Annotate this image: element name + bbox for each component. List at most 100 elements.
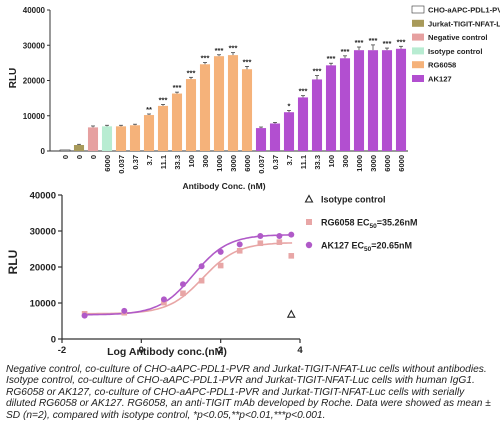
bar-legend-swatch (412, 61, 424, 69)
bar: *** (241, 57, 253, 151)
dose-point (198, 277, 205, 284)
bar-legend-swatch (412, 19, 424, 27)
dose-point (288, 231, 295, 238)
bar-y-tick-label: 10000 (23, 112, 46, 121)
dose-legend-marker (306, 219, 312, 225)
dose-point (286, 309, 296, 318)
bar-marks: ***************** ********************** *… (59, 36, 407, 152)
dose-fit-curve (83, 242, 293, 315)
bar-x-tick-label: 33.3 (173, 155, 182, 170)
bar-legend-item: Negative control (412, 33, 488, 42)
bar-legend-label: Isotype control (428, 47, 482, 56)
significance-label: * (288, 101, 291, 110)
bar: ** (143, 105, 155, 151)
bar-legend-label: CHO-aAPC-PDL1-PVR (428, 6, 500, 15)
bar-y-axis-label: RLU (8, 68, 19, 89)
significance-label: *** (355, 38, 364, 47)
bar: *** (367, 36, 379, 152)
bar-x-tick-label: 6000 (397, 155, 406, 172)
bar (255, 126, 267, 151)
bar-rect (241, 69, 253, 151)
bar (129, 123, 141, 151)
bar (101, 124, 113, 151)
dose-legend-item: RG6058 EC50=35.26nM (306, 218, 418, 231)
bar-x-tick-label: 0.37 (131, 155, 140, 170)
bar-x-tick-label: 3.7 (145, 155, 154, 165)
significance-label: *** (215, 46, 224, 55)
bar: *** (199, 54, 211, 151)
dose-legend-label: RG6058 EC50=35.26nM (321, 218, 418, 231)
significance-label: *** (327, 54, 336, 63)
dose-point (198, 263, 205, 270)
dose-x-axis-label: Log Antibody conc.(nM) (107, 346, 227, 358)
dose-point (236, 248, 243, 254)
bar-x-tick-label: 0.037 (117, 155, 126, 174)
bar (87, 125, 99, 151)
bar: *** (339, 47, 351, 152)
bar-rect (101, 126, 113, 151)
dose-legend-marker (305, 241, 313, 249)
bar-x-tick-label: 11.1 (159, 155, 168, 169)
bar: * (283, 101, 295, 151)
significance-label: ** (146, 105, 152, 114)
significance-label: *** (397, 37, 406, 46)
dose-point (161, 299, 167, 306)
significance-label: *** (369, 36, 378, 45)
bar-rect (59, 149, 71, 152)
bar-x-tick-label: 11.1 (299, 155, 308, 169)
bar: *** (311, 67, 323, 151)
bar: *** (353, 38, 365, 152)
bar-rect (353, 50, 365, 152)
bar-rect (367, 50, 379, 152)
dose-legend-marker (304, 194, 314, 203)
bar-y-tick-label: 40000 (23, 6, 46, 15)
bar-rect (283, 112, 295, 151)
bar-x-tick-label: 0.37 (271, 155, 280, 170)
bar-x-tick-label: 300 (201, 155, 210, 168)
bar-legend-swatch (412, 75, 424, 82)
dose-y-axis-label: RLU (6, 250, 20, 275)
bar-rect (115, 126, 127, 151)
bar-y-tick-label: 0 (41, 147, 46, 156)
dose-point (121, 307, 128, 314)
bar-x-tick-label: 3000 (369, 155, 378, 172)
bar-x-tick-label: 33.3 (313, 155, 322, 170)
dose-point (160, 296, 167, 303)
bar-x-tick-label: 1000 (215, 155, 224, 172)
bar-x-tick-label: 0 (75, 155, 84, 159)
bar-rect (73, 145, 85, 151)
bar: *** (395, 37, 407, 151)
dose-point (180, 290, 186, 297)
dose-x-tick-label: 2 (218, 345, 223, 356)
bar-x-tick-label: 0 (89, 155, 98, 159)
bar: *** (157, 95, 169, 151)
bar-rect (129, 125, 141, 151)
bar-rect (325, 65, 337, 151)
dose-legend-item: AK127 EC50=20.65nM (305, 241, 412, 253)
bar-legend-label: AK127 (428, 75, 452, 84)
bar-legend-label: Jurkat-TIGIT-NFAT-Luc (428, 19, 500, 28)
dose-x-tick-label: 4 (297, 345, 303, 356)
dose-x-tick-label: -2 (58, 345, 66, 356)
dose-point (257, 233, 264, 240)
bar-x-tick-label: 1000 (355, 155, 364, 172)
figure-caption: Negative control, co-culture of CHO-aAPC… (6, 364, 494, 421)
bar-legend-swatch (411, 5, 425, 14)
dose-y-tick-label: 0 (51, 335, 56, 346)
dose-point (217, 248, 224, 255)
significance-label: *** (383, 39, 392, 48)
bar-x-axis-label: Antibody Conc. (nM) (182, 181, 265, 191)
dose-point (276, 239, 283, 245)
bar-rect (297, 97, 309, 151)
bar-rect (339, 58, 351, 152)
bar-rect (87, 127, 99, 151)
bar-rect (255, 128, 267, 151)
dose-fit-curves (83, 234, 293, 316)
bar-rect (381, 50, 393, 152)
bar-rect (227, 55, 239, 152)
bar: *** (171, 83, 183, 151)
bar-rect (185, 79, 197, 151)
dose-point (179, 281, 186, 288)
significance-label: *** (201, 54, 210, 63)
